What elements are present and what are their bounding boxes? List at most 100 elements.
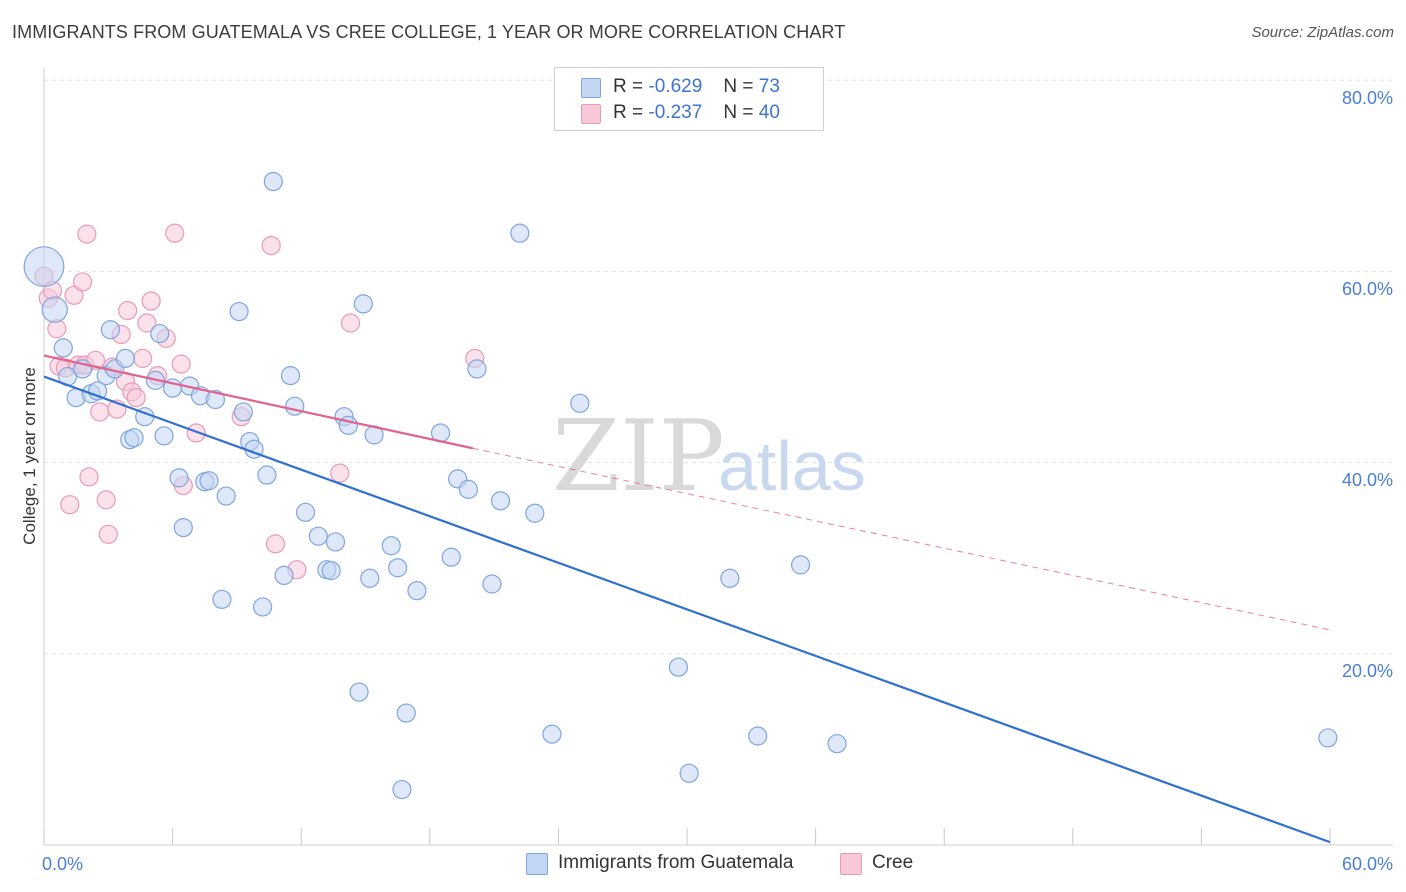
blue-point (295, 502, 316, 522)
blue-point (1318, 728, 1338, 748)
blue-point (441, 547, 461, 567)
pink-point (141, 291, 161, 311)
pink-point (96, 490, 116, 510)
axes (43, 68, 1393, 846)
axis-labels: College, 1 year or more 0.0% 60.0% 80.0%… (20, 88, 1393, 874)
pink-point (77, 224, 97, 244)
blue-point (510, 223, 530, 243)
blue-point (263, 171, 283, 192)
legend-n-value: 40 (758, 102, 780, 123)
legend-swatch-pink (581, 104, 601, 124)
blue-point (325, 532, 346, 552)
pink-point (117, 300, 138, 321)
legend-n-label: N = (723, 102, 754, 123)
blue-point (679, 763, 699, 783)
y-tick-60: 60.0% (1342, 279, 1393, 299)
watermark-atlas: atlas (718, 427, 866, 505)
blue-point (668, 657, 689, 677)
blue-point (381, 536, 401, 556)
watermark: ZIP atlas (552, 400, 866, 514)
blue-point (173, 518, 193, 538)
blue-point (720, 568, 740, 588)
legend-r-label: R = (613, 76, 644, 97)
legend-n-label: N = (723, 76, 754, 97)
blue-point (748, 726, 768, 746)
pink-point (79, 467, 99, 487)
legend-n-value: 73 (758, 76, 780, 97)
blue-point (490, 491, 511, 511)
blue-point (388, 558, 408, 578)
legend-r-label: R = (613, 102, 644, 123)
x-tick-right: 60.0% (1342, 854, 1393, 874)
blue-point (154, 426, 174, 446)
blue-point (360, 568, 380, 588)
x-tick-left: 0.0% (42, 854, 83, 874)
chart-title: IMMIGRANTS FROM GUATEMALA VS CREE COLLEG… (12, 22, 846, 42)
blue-point (100, 320, 121, 340)
blue-point (353, 294, 373, 314)
blue-point (285, 396, 305, 416)
pink-point (261, 235, 281, 256)
pink-point (165, 223, 185, 243)
blue-point (257, 465, 277, 485)
source-credit: Source: ZipAtlas.com (1251, 24, 1394, 41)
pink-point (171, 354, 191, 374)
bottom-legend-swatch-pink (840, 853, 862, 875)
pink-point (72, 272, 93, 292)
pink-point (340, 313, 361, 333)
blue-point (115, 348, 136, 368)
cree-trend-line (43, 354, 473, 450)
pink-point (186, 423, 206, 443)
blue-point (53, 338, 73, 358)
blue-point (150, 323, 170, 344)
y-tick-20: 20.0% (1342, 661, 1393, 681)
y-axis-label: College, 1 year or more (20, 367, 39, 545)
bottom-legend-swatch-blue (526, 853, 548, 875)
guatemala-trend-line (43, 375, 1331, 844)
pink-point (137, 313, 157, 333)
correlation-legend: R = -0.629 N = 73 R = -0.237 N = 40 (554, 67, 824, 131)
blue-point (392, 779, 412, 800)
blue-point (199, 471, 219, 491)
y-tick-80: 80.0% (1342, 88, 1393, 108)
pink-point (132, 348, 153, 368)
cree-trend-extension (472, 447, 1331, 631)
blue-point (212, 589, 232, 609)
blue-point (229, 301, 249, 322)
blue-point (542, 724, 562, 744)
blue-point (467, 359, 487, 379)
blue-point (458, 479, 478, 499)
blue-point (216, 486, 236, 506)
bottom-legend-label: Cree (872, 852, 914, 873)
pink-point (330, 463, 350, 483)
grid-lines (44, 79, 1393, 655)
pink-point (64, 285, 84, 305)
bottom-legend-label: Immigrants from Guatemala (558, 852, 794, 873)
blue-point (253, 597, 273, 617)
pink-point (126, 387, 146, 408)
legend-r-value: -0.237 (648, 102, 703, 123)
pink-point (60, 495, 80, 515)
blue-point (233, 402, 253, 422)
pink-point (98, 524, 118, 544)
blue-point (280, 366, 301, 386)
pink-point (90, 402, 110, 422)
blue-point (274, 565, 294, 586)
blue-point (407, 581, 427, 601)
blue-point (570, 393, 590, 413)
blue-point (169, 468, 189, 488)
blue-point (321, 561, 341, 581)
blue-point (790, 555, 811, 575)
watermark-zip: ZIP (552, 400, 725, 514)
blue-point (205, 389, 226, 410)
trend-lines (43, 354, 1331, 844)
blue-point (396, 703, 416, 723)
blue-point (23, 246, 65, 288)
blue-point (827, 734, 847, 754)
pink-point (265, 534, 286, 554)
legend-swatch-blue (581, 78, 601, 98)
blue-point (482, 574, 502, 594)
legend-r-value: -0.629 (648, 76, 703, 97)
blue-point (525, 503, 545, 523)
